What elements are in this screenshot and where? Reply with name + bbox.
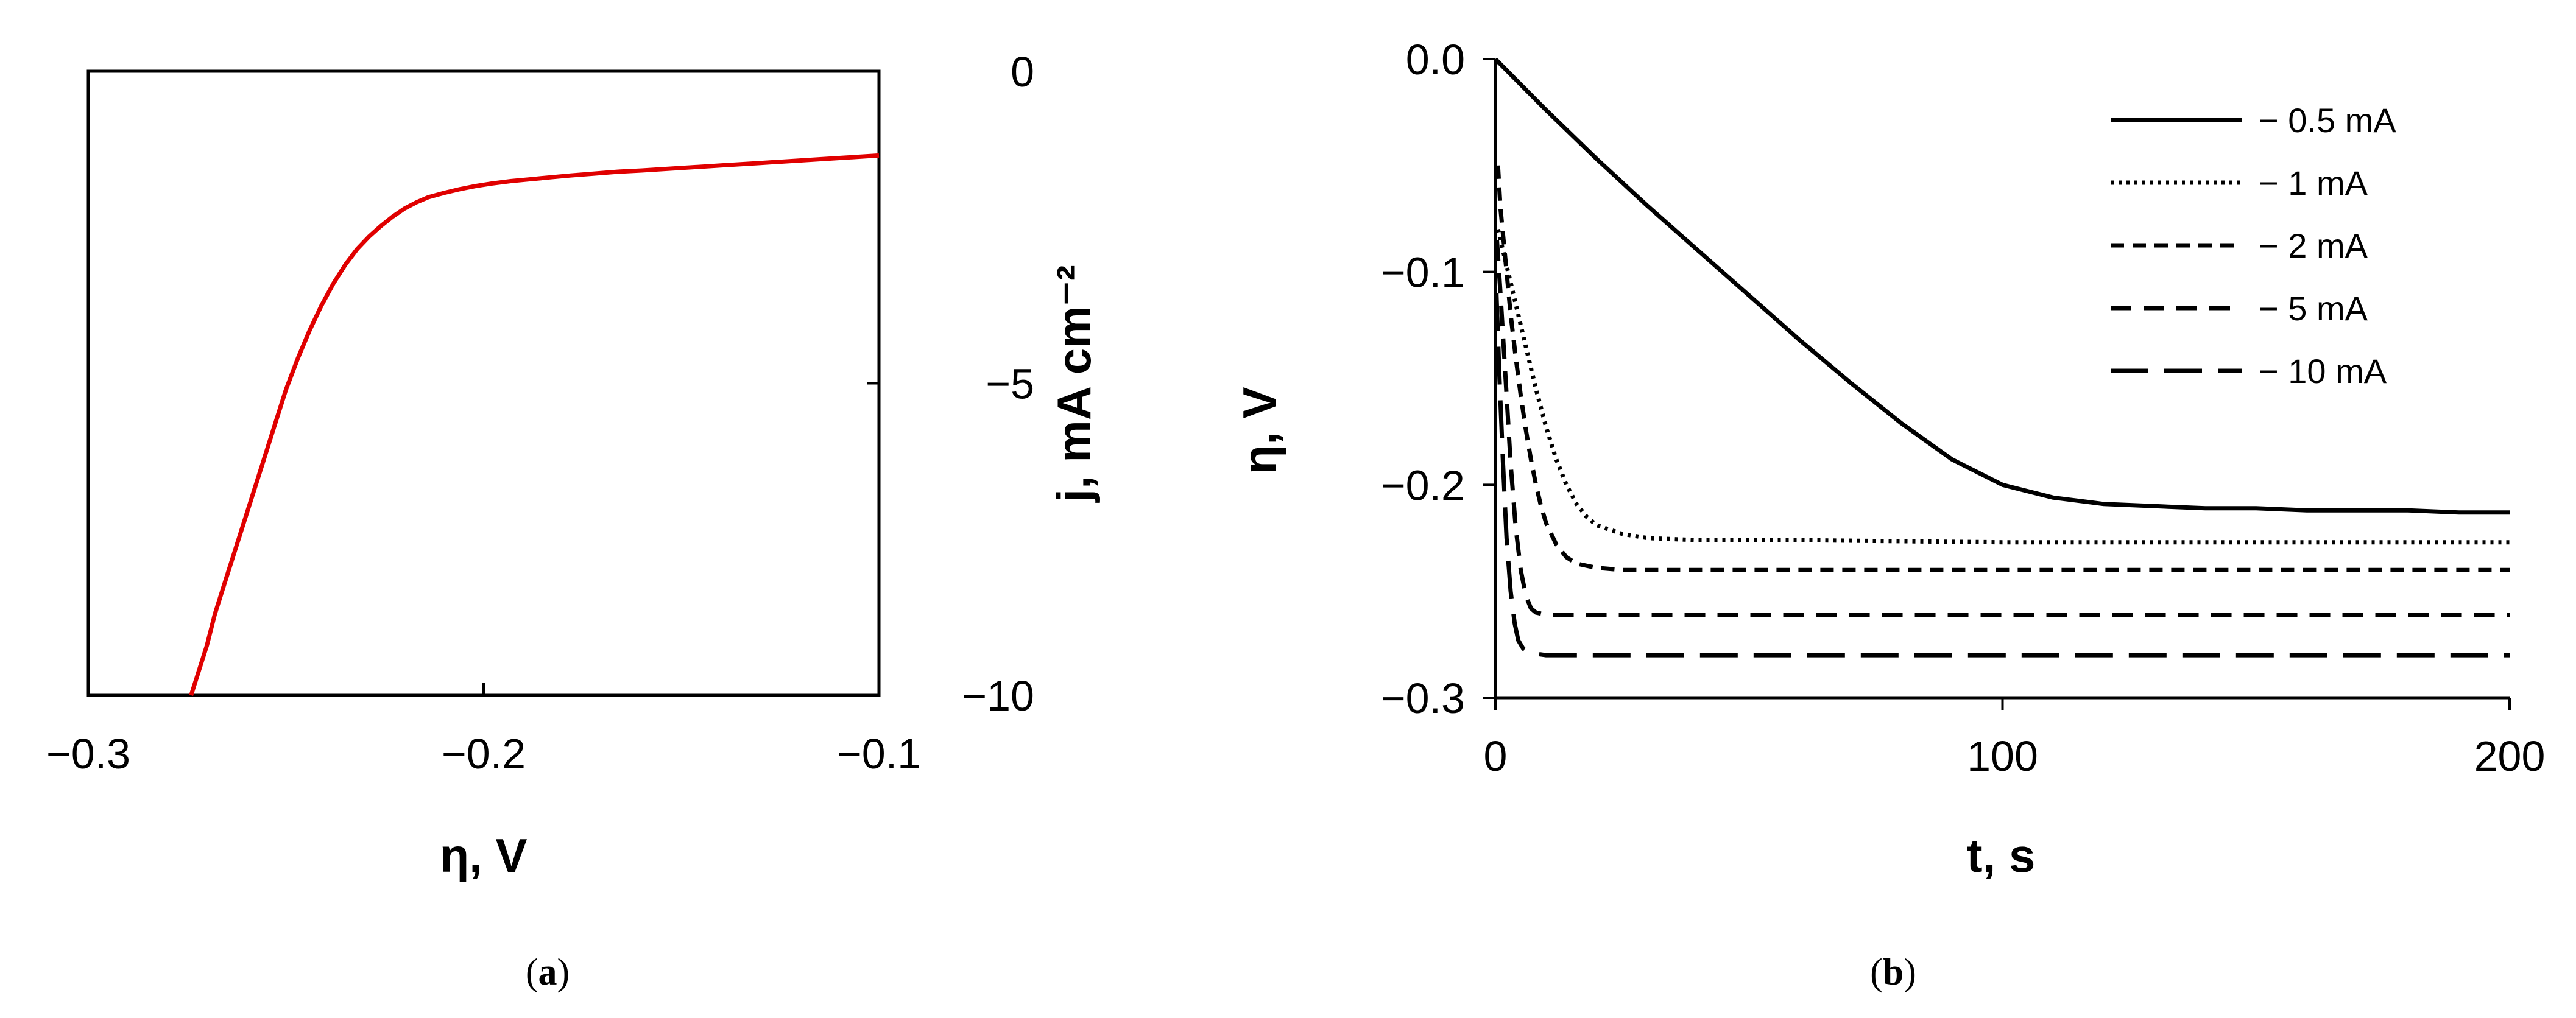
legend-label-5: − 10 mA [2259,352,2387,390]
x-tick-label: −0.2 [442,730,526,778]
x-tick-label: −0.1 [837,730,921,778]
y-tick-label: −0.2 [1381,462,1465,509]
legend-label-4: − 5 mA [2259,289,2368,328]
x-tick-label: 100 [1967,732,2038,780]
panel-b-caption: (b) [1870,952,1916,993]
panel-b-x-axis-label: t, s [1967,829,2036,882]
series-line-1 [1494,57,2510,515]
panel-b-tick-labels: 0 100 200 0.0 −0.1 −0.2 −0.3 [1381,36,2546,780]
panel-a-x-axis-label: η, V [440,829,527,882]
y-tick-label: −10 [962,672,1034,720]
x-tick-label: 200 [2474,732,2546,780]
series-line-2 [1495,228,2510,545]
panel-b-legend: − 0.5 mA − 1 mA − 2 mA − 5 mA − 10 mA [2111,101,2396,390]
panel-a-y-axis-label: j, mA cm⁻² [1047,265,1101,503]
y-tick-label: −0.1 [1381,249,1465,297]
panel-a-caption: (a) [526,952,570,993]
panel-a-ticks [87,70,880,697]
y-tick-label: −0.3 [1381,675,1465,722]
panel-b-series [1494,57,2510,658]
panel-a-chart: −0.3 −0.2 −0.1 0 −5 −10 η, V j, mA cm⁻² (a) [46,48,1101,993]
series-line-3 [1495,165,2510,572]
x-tick-label: 0 [1484,732,1508,780]
y-tick-label: −5 [986,360,1034,408]
panel-b-chart: 0 100 200 0.0 −0.1 −0.2 −0.3 − 0.5 mA − 1 mA − 2… [1233,36,2545,993]
series-line-1 [189,153,880,697]
legend-label-2: − 1 mA [2259,164,2368,202]
panel-b-ticks [1483,58,2511,710]
panel-a-tick-labels: −0.3 −0.2 −0.1 0 −5 −10 [46,48,1034,778]
panel-a-series [189,153,880,697]
x-tick-label: −0.3 [46,730,130,778]
y-tick-label: 0.0 [1406,36,1465,83]
series-line-4 [1495,239,2510,617]
series-line-5 [1494,293,2510,658]
y-tick-label: 0 [1011,48,1034,96]
legend-label-3: − 2 mA [2259,226,2368,265]
panel-b-y-axis-label: η, V [1233,387,1286,474]
legend-label-1: − 0.5 mA [2259,101,2396,139]
